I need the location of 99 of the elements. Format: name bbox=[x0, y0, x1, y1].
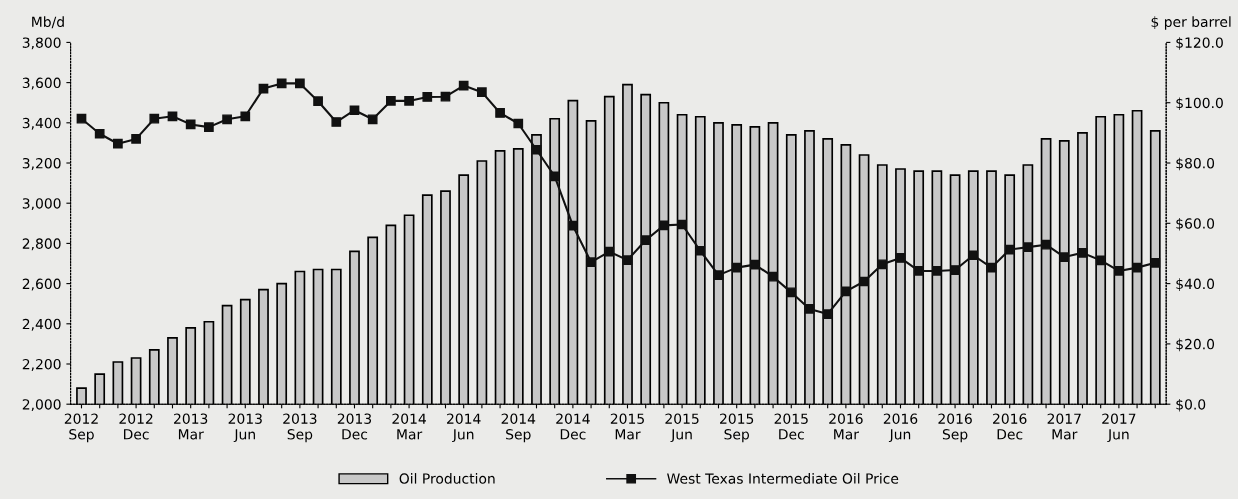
point bbox=[1132, 262, 1142, 273]
y2-tick-label: $20.0 bbox=[1176, 338, 1215, 352]
x-tick-label: 2016 Sep bbox=[938, 413, 972, 443]
point bbox=[877, 259, 888, 270]
x-tick-label: 2017 Mar bbox=[1047, 413, 1081, 440]
x-tick-label: 2016 Jun bbox=[883, 413, 918, 443]
y-tick-label: 2,200 bbox=[22, 358, 61, 371]
y2-tick-label: $0.0 bbox=[1176, 398, 1206, 412]
y2-axis-title: $ per barrel bbox=[1151, 16, 1231, 30]
y2-tick-label: $100.0 bbox=[1176, 97, 1223, 111]
x-tick-label: 2013 Mar bbox=[174, 413, 208, 440]
y2-tick-label: $60.0 bbox=[1176, 218, 1215, 231]
x-tick-label: 2015 Sep bbox=[720, 413, 754, 443]
point bbox=[713, 270, 724, 281]
legend-label: Oil Production bbox=[399, 473, 495, 484]
point bbox=[968, 250, 979, 261]
point bbox=[1004, 244, 1015, 255]
point bbox=[513, 118, 524, 129]
y-tick-label: 2,600 bbox=[22, 278, 61, 291]
point bbox=[222, 114, 232, 125]
legend-label: West Texas Intermediate Oil Price bbox=[667, 473, 899, 484]
point bbox=[76, 113, 87, 124]
y2-tick-label: $40.0 bbox=[1176, 278, 1215, 291]
point bbox=[367, 114, 378, 125]
point bbox=[1041, 239, 1051, 250]
y-tick-label: 3,600 bbox=[22, 77, 61, 90]
x-tick-label: 2015 Mar bbox=[610, 413, 644, 440]
point bbox=[331, 117, 342, 127]
point bbox=[841, 286, 851, 297]
x-tick-label: 2013 Jun bbox=[228, 413, 262, 443]
point bbox=[477, 87, 487, 98]
point bbox=[531, 144, 542, 155]
point bbox=[458, 80, 469, 91]
x-tick-label: 2014 Jun bbox=[447, 413, 481, 443]
y-tick-label: 2,800 bbox=[22, 238, 61, 251]
y2-tick-label: $120.0 bbox=[1176, 37, 1223, 50]
point bbox=[1114, 266, 1124, 276]
y-tick-label: 3,000 bbox=[22, 198, 61, 211]
point bbox=[677, 219, 687, 230]
point bbox=[1059, 252, 1070, 262]
point bbox=[1095, 255, 1106, 266]
y-axis-title: Mb/d bbox=[32, 16, 64, 29]
point bbox=[404, 96, 414, 106]
point bbox=[750, 259, 760, 270]
point bbox=[113, 138, 123, 149]
y2-tick-label: $80.0 bbox=[1176, 157, 1215, 171]
point bbox=[786, 287, 797, 298]
y-tick-label: 2,400 bbox=[22, 318, 61, 331]
x-tick-label: 2013 Dec bbox=[337, 413, 372, 440]
point bbox=[932, 266, 942, 276]
point bbox=[695, 245, 706, 256]
x-tick-label: 2015 Jun bbox=[665, 413, 699, 443]
point bbox=[276, 78, 287, 89]
point bbox=[204, 122, 214, 132]
y-tick-label: 3,200 bbox=[22, 157, 61, 170]
y-tick-label: 3,400 bbox=[22, 117, 61, 130]
point bbox=[1077, 247, 1088, 258]
x-tick-label: 2012 Dec bbox=[119, 413, 153, 440]
x-tick-label: 2013 Sep bbox=[283, 413, 317, 443]
point bbox=[185, 119, 196, 130]
point bbox=[822, 309, 833, 319]
point bbox=[1023, 242, 1033, 252]
point bbox=[149, 113, 160, 124]
point bbox=[604, 246, 615, 257]
point bbox=[659, 220, 669, 231]
point bbox=[895, 253, 906, 263]
point bbox=[859, 276, 869, 287]
point bbox=[313, 96, 323, 107]
point bbox=[349, 105, 360, 116]
point bbox=[295, 78, 305, 89]
point bbox=[950, 265, 960, 275]
point bbox=[440, 91, 451, 102]
x-tick-label: 2016 Mar bbox=[829, 413, 863, 440]
point bbox=[568, 220, 578, 231]
point bbox=[386, 96, 396, 106]
point bbox=[495, 108, 505, 118]
x-tick-label: 2015 Dec bbox=[774, 413, 808, 440]
point bbox=[167, 111, 178, 122]
point bbox=[586, 257, 596, 268]
point bbox=[240, 111, 251, 122]
point bbox=[131, 134, 141, 144]
point bbox=[422, 92, 433, 102]
y-tick-label: 3,800 bbox=[22, 37, 61, 50]
x-tick-label: 2014 Sep bbox=[501, 413, 536, 443]
y-tick-label: 2,000 bbox=[22, 399, 61, 412]
point bbox=[804, 304, 815, 314]
point bbox=[94, 128, 105, 139]
x-tick-label: 2016 Dec bbox=[993, 413, 1027, 440]
point bbox=[913, 266, 924, 276]
point bbox=[549, 171, 560, 182]
x-tick-label: 2017 Jun bbox=[1102, 413, 1136, 443]
x-tick-label: 2014 Dec bbox=[556, 413, 590, 440]
point bbox=[622, 255, 633, 265]
x-tick-label: 2012 Sep bbox=[64, 413, 98, 443]
point bbox=[640, 235, 651, 246]
point bbox=[731, 262, 742, 273]
point bbox=[1150, 257, 1161, 268]
x-tick-label: 2014 Mar bbox=[392, 413, 426, 440]
point bbox=[768, 271, 778, 282]
